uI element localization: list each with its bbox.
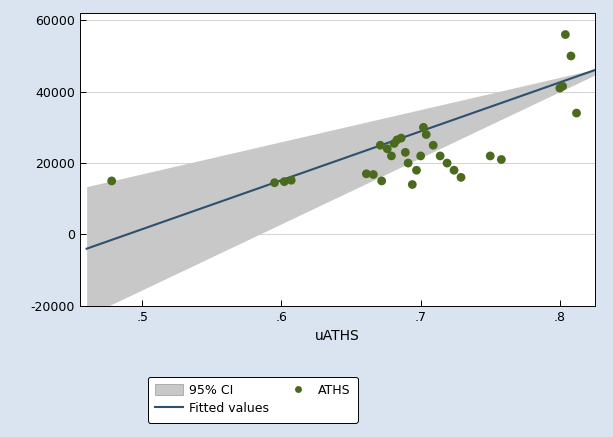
Point <box>428 142 438 149</box>
Point <box>400 149 410 156</box>
Point <box>442 160 452 166</box>
Point <box>368 171 378 178</box>
Point <box>383 145 392 152</box>
Point <box>286 177 296 184</box>
Point <box>456 174 466 181</box>
Point <box>270 179 280 186</box>
X-axis label: uATHS: uATHS <box>314 329 360 343</box>
Point <box>389 140 399 147</box>
Point <box>560 31 570 38</box>
Point <box>107 177 116 184</box>
Point <box>571 110 581 117</box>
Point <box>375 142 385 149</box>
Point <box>497 156 506 163</box>
Point <box>403 160 413 166</box>
Point <box>435 153 445 160</box>
Point <box>362 170 371 177</box>
Point <box>396 135 406 142</box>
Point <box>566 52 576 59</box>
Point <box>280 178 289 185</box>
Point <box>555 85 565 92</box>
Point <box>408 181 417 188</box>
Point <box>387 153 397 160</box>
Point <box>421 131 431 138</box>
Legend: 95% CI, Fitted values, ATHS: 95% CI, Fitted values, ATHS <box>148 377 358 423</box>
Point <box>419 124 428 131</box>
Point <box>485 153 495 160</box>
Point <box>449 167 459 174</box>
Point <box>416 153 425 160</box>
Point <box>411 167 421 174</box>
Point <box>392 136 402 143</box>
Point <box>558 83 568 90</box>
Point <box>377 177 387 184</box>
